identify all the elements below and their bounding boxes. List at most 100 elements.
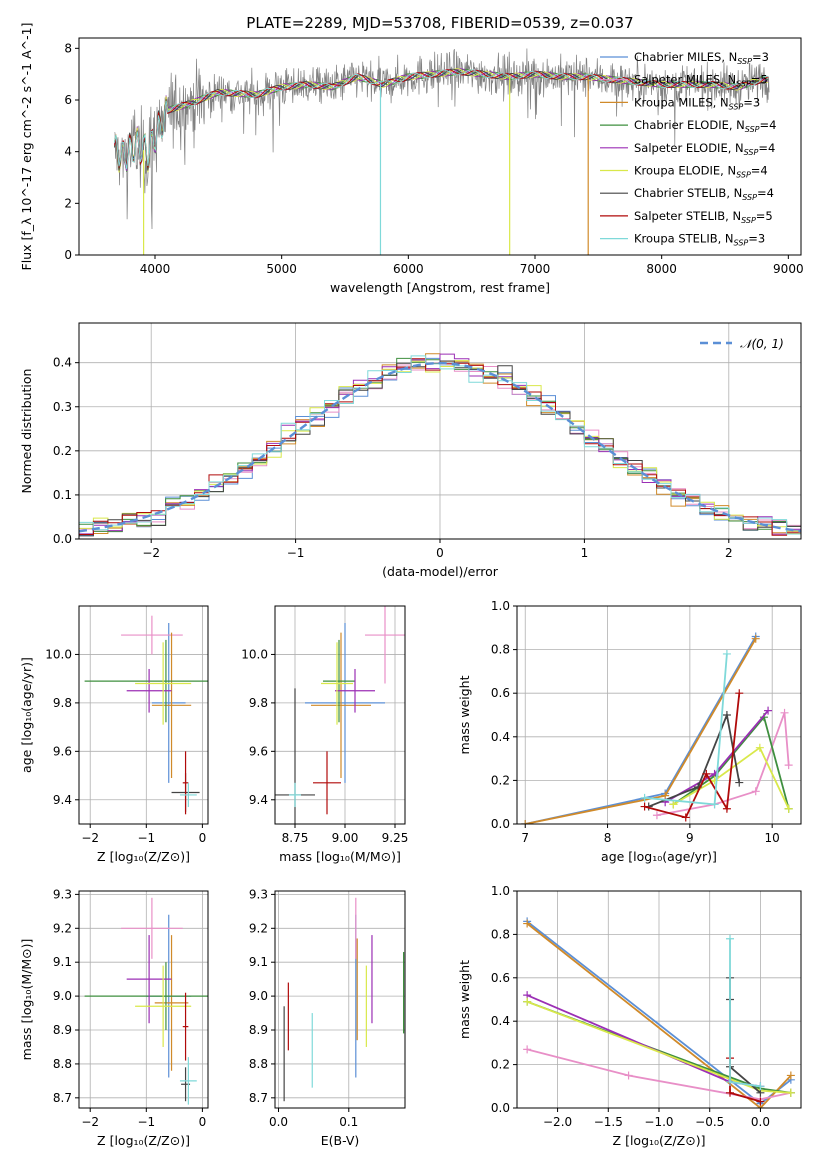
y-tick-label: 2 <box>64 196 72 210</box>
series-point-salpeter-miles <box>652 811 661 820</box>
x-tick-label: 0.0 <box>269 1115 288 1129</box>
series-point-kroupa-stelib <box>726 934 734 943</box>
y-tick-label: 8.9 <box>53 1023 72 1037</box>
y-tick-label: 9.4 <box>249 793 268 807</box>
x-axis-label: age [log₁₀(age/yr)] <box>601 849 717 864</box>
y-tick-label: 0.6 <box>491 971 510 985</box>
x-axis-label: Z [log₁₀(Z/Z⊙)] <box>613 1133 706 1148</box>
x-tick-label: 0.1 <box>339 1115 358 1129</box>
axes-frame <box>78 890 209 1109</box>
x-axis-label: Z [log₁₀(Z/Z⊙)] <box>97 849 190 864</box>
series-point-kroupa-stelib <box>726 1077 734 1086</box>
series-point-salpeter-miles <box>784 761 793 770</box>
x-tick-label: 4000 <box>140 262 171 276</box>
x-tick-label: −2.0 <box>543 1115 572 1129</box>
series-line-chabrier-elodie <box>672 715 790 809</box>
series-point-salpeter-stelib <box>640 802 649 811</box>
y-tick-label: 8.8 <box>249 1057 268 1071</box>
y-tick-label: 1.0 <box>491 884 510 898</box>
series-point-salpeter-stelib <box>726 1088 734 1097</box>
y-tick-label: 9.6 <box>249 744 268 758</box>
legend-label-chabrier-miles: Chabrier MILES, NSSP=3 <box>634 50 769 66</box>
series-point-salpeter-stelib <box>681 813 690 822</box>
legend-label-salpeter-miles: Salpeter MILES, NSSP=5 <box>634 73 768 89</box>
x-tick-label: 7 <box>521 831 529 845</box>
y-tick-label: 0.6 <box>491 686 510 700</box>
y-tick-label: 0.0 <box>491 817 510 831</box>
normal-curve <box>79 361 801 533</box>
plot-area-residuals <box>79 353 801 537</box>
series-point-salpeter-stelib <box>756 1097 765 1106</box>
legend-nssp: =3 <box>743 95 760 109</box>
legend-sub: SSP <box>744 148 759 157</box>
series-line-salpeter-miles <box>526 1048 792 1101</box>
y-tick-label: 0.4 <box>491 730 510 744</box>
x-tick-label: 6000 <box>393 262 424 276</box>
plot-area-spectrum <box>114 48 770 255</box>
series-line-salpeter-elodie <box>526 994 761 1088</box>
model-spectrum-kroupa-elodie <box>114 68 769 173</box>
y-tick-label: 8.7 <box>249 1091 268 1105</box>
y-tick-label: 0 <box>64 248 72 262</box>
y-tick-label: 0.0 <box>53 532 72 546</box>
y-tick-label: 0.4 <box>491 1014 510 1028</box>
y-tick-label: 9.8 <box>53 696 72 710</box>
y-tick-label: 9.0 <box>53 989 72 1003</box>
y-axis-label: mass weight <box>457 675 472 754</box>
legend-nssp: =3 <box>752 50 769 64</box>
panel-mass_vs_ebv: 0.0 0.1 8.7 8.8 8.9 9.0 9.1 9.2 9.3 E(B-V) <box>249 887 406 1148</box>
series-line-kroupa-stelib <box>729 938 761 1088</box>
plot-area-weight_vs_age <box>521 632 793 824</box>
axes-frame <box>274 605 406 825</box>
y-tick-label: 8.9 <box>249 1023 268 1037</box>
legend-sub: SSP <box>745 125 760 134</box>
x-axis-label: wavelength [Angstrom, rest frame] <box>330 280 550 295</box>
legend-spectrum: Chabrier MILES, NSSP=3 Salpeter MILES, NS… <box>600 50 776 248</box>
x-tick-label: −2 <box>81 1115 99 1129</box>
charts-layer: 4000 5000 6000 7000 8000 900002468wavelength … <box>19 23 804 1148</box>
x-tick-label: −1 <box>287 546 305 560</box>
plot-area-mass_vs_Z <box>84 897 208 1105</box>
y-axis-label: Flux [f_λ 10^-17 erg cm^-2 s^-1 A^-1] <box>19 23 34 271</box>
y-tick-label: 9.8 <box>249 696 268 710</box>
x-tick-label: 9 <box>686 831 694 845</box>
y-tick-label: 9.2 <box>249 921 268 935</box>
legend-nssp: =5 <box>751 73 768 87</box>
axes-frame <box>78 37 802 256</box>
x-tick-label: −2 <box>81 831 99 845</box>
y-tick-label: 8 <box>64 41 72 55</box>
x-tick-label: −1 <box>137 831 155 845</box>
series-point-kroupa-miles <box>751 634 760 643</box>
series-point-kroupa-elodie <box>784 804 793 813</box>
x-axis-label: Z [log₁₀(Z/Z⊙)] <box>97 1133 190 1148</box>
x-tick-label: 5000 <box>266 262 297 276</box>
y-tick-label: 9.1 <box>249 955 268 969</box>
plot-area-mass_vs_ebv <box>283 897 405 1102</box>
legend-label-chabrier-elodie: Chabrier ELODIE, NSSP=4 <box>634 118 776 134</box>
model-spectrum-chabrier-stelib <box>114 68 769 171</box>
series-point-kroupa-stelib <box>756 1082 765 1091</box>
x-axis-label: mass [log₁₀(M/M⊙)] <box>279 849 401 864</box>
y-tick-label: 4 <box>64 145 72 159</box>
series-point-chabrier-stelib <box>735 778 744 787</box>
legend-nssp: =4 <box>751 164 768 178</box>
series-line-kroupa-miles <box>526 922 792 1108</box>
y-axis-label: mass [log₁₀(M/M⊙)] <box>19 939 34 1061</box>
panel-residuals: −2 −1 0 1 2 0.0 0.1 0.2 0.3 0.4 (data-model)/error… <box>19 322 802 579</box>
model-spectrum-kroupa-stelib <box>114 69 769 170</box>
series-point-salpeter-miles <box>523 1045 532 1054</box>
x-axis-label: (data-model)/error <box>382 564 499 579</box>
legend-nssp: =5 <box>756 209 773 223</box>
legend-label-kroupa-elodie: Kroupa ELODIE, NSSP=4 <box>634 164 768 180</box>
legend-nssp: =4 <box>758 141 775 155</box>
x-tick-label: 1 <box>581 546 589 560</box>
y-tick-label: 6 <box>64 93 72 107</box>
x-tick-label: 8 <box>604 831 612 845</box>
series-point-kroupa-miles <box>523 919 532 928</box>
axes-frame <box>78 605 209 825</box>
y-tick-label: 8.7 <box>53 1091 72 1105</box>
legend-label-kroupa-stelib: Kroupa STELIB, NSSP=3 <box>634 232 765 248</box>
axes-frame <box>516 605 802 825</box>
legend-model: Kroupa ELODIE, N <box>634 164 736 178</box>
